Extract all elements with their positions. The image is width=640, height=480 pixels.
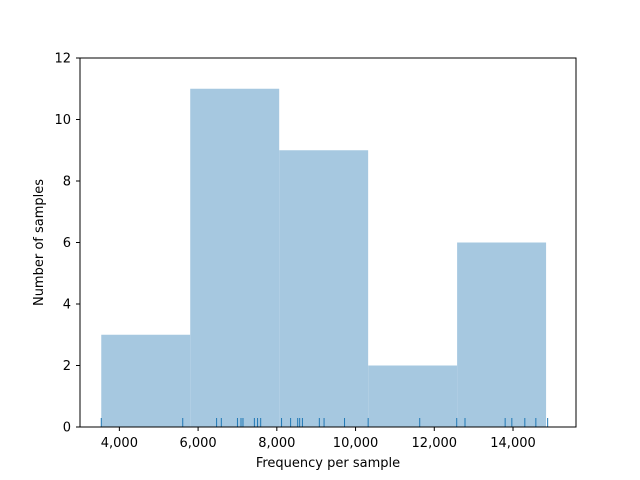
- histogram-bar-1: [101, 334, 191, 427]
- histogram-bar-4: [368, 365, 458, 427]
- histogram-bar-5: [457, 242, 547, 427]
- y-tick-label: 10: [54, 113, 71, 128]
- x-tick-label: 14,000: [490, 436, 536, 451]
- y-tick-label: 0: [63, 421, 71, 436]
- x-tick-label: 6,000: [179, 436, 216, 451]
- x-tick-label: 12,000: [412, 436, 458, 451]
- histogram-bar-2: [190, 88, 280, 427]
- y-axis-ticks: 0 2 4 6 8 10 12: [54, 52, 80, 436]
- y-tick-label: 4: [63, 298, 71, 313]
- histogram-bars: [101, 88, 547, 427]
- y-tick-label: 6: [63, 236, 71, 251]
- x-axis-label: Frequency per sample: [256, 456, 400, 471]
- y-axis-label: Number of samples: [32, 179, 47, 306]
- x-tick-label: 4,000: [101, 436, 138, 451]
- histogram-bar-3: [279, 150, 369, 427]
- y-tick-label: 8: [63, 175, 71, 190]
- rug-marks: [100, 418, 549, 427]
- x-tick-label: 10,000: [333, 436, 379, 451]
- x-tick-label: 8,000: [258, 436, 295, 451]
- y-tick-label: 12: [54, 52, 71, 67]
- y-tick-label: 2: [63, 359, 71, 374]
- x-axis-ticks: 4,000 6,000 8,000 10,000 12,000 14,000: [101, 427, 536, 451]
